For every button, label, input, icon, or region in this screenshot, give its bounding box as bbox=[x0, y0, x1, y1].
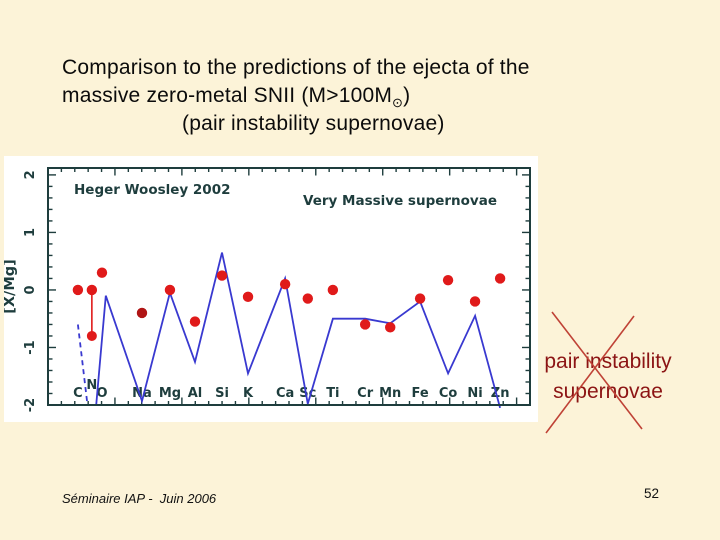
element-label: Mg bbox=[159, 386, 181, 401]
data-point-dot bbox=[327, 284, 339, 296]
title-line-2: massive zero-metal SNII (M>100M⊙) bbox=[62, 84, 411, 111]
y-tick-label: 0 bbox=[23, 285, 38, 294]
slide-title: Comparison to the predictions of the eje… bbox=[62, 54, 622, 138]
y-tick-label: 2 bbox=[23, 170, 38, 179]
y-axis-label: [X/Mg] bbox=[4, 259, 18, 314]
element-label: Co bbox=[439, 386, 458, 401]
element-label: N bbox=[86, 378, 97, 393]
element-label: Cr bbox=[357, 386, 374, 401]
model-line bbox=[77, 324, 89, 406]
data-point-dot bbox=[359, 319, 371, 330]
element-label: Ni bbox=[467, 386, 482, 401]
data-point-dot bbox=[385, 322, 396, 333]
element-label: Al bbox=[188, 386, 203, 401]
element-label: Na bbox=[132, 386, 152, 401]
model-line bbox=[95, 252, 501, 409]
title-line-3: (pair instability supernovae) bbox=[182, 112, 445, 135]
data-point-dot bbox=[86, 284, 98, 296]
y-tick-label: -2 bbox=[23, 398, 38, 412]
chart-svg: 2 1 0 -1 -2 [X/Mg] Heger Woosley 2002 Very Mass… bbox=[4, 167, 531, 412]
data-point-dot bbox=[469, 296, 481, 307]
abundance-chart: 2 1 0 -1 -2 [X/Mg] Heger Woosley 2002 Very Mass… bbox=[4, 156, 538, 422]
y-tick-label: -1 bbox=[23, 340, 38, 354]
crossed-note-line-1: pair instability bbox=[544, 350, 672, 373]
sun-symbol: ⊙ bbox=[392, 95, 404, 111]
chart-annotation-right: Very Massive supernovae bbox=[303, 193, 497, 209]
cross-out-x-icon bbox=[545, 311, 643, 434]
data-point-dot bbox=[216, 270, 228, 281]
data-point-dot bbox=[72, 284, 84, 296]
data-point-dot bbox=[189, 316, 201, 327]
element-label: K bbox=[243, 386, 254, 401]
element-label: Si bbox=[215, 386, 229, 401]
data-point-dot bbox=[414, 293, 426, 304]
chart-annotation-left: Heger Woosley 2002 bbox=[74, 182, 230, 198]
y-tick-label: 1 bbox=[23, 228, 38, 237]
element-label: Mn bbox=[379, 386, 401, 401]
element-label: Fe bbox=[412, 386, 429, 401]
data-point-dot bbox=[242, 291, 254, 303]
plot-frame bbox=[47, 167, 531, 406]
page-number: 52 bbox=[644, 486, 660, 501]
element-label: Ca bbox=[276, 386, 294, 401]
data-point-dot bbox=[136, 307, 148, 319]
footer-text: Séminaire IAP - Juin 2006 bbox=[62, 491, 217, 506]
data-point-dot bbox=[164, 284, 176, 296]
element-label: C bbox=[73, 386, 83, 401]
data-point-dot bbox=[442, 274, 454, 286]
data-point-dot bbox=[302, 293, 313, 304]
element-label: O bbox=[96, 386, 107, 401]
data-point-dot bbox=[279, 278, 291, 290]
element-label: Ti bbox=[326, 386, 339, 401]
data-point-dot bbox=[96, 267, 108, 278]
element-label: Zn bbox=[491, 386, 510, 401]
error-bar-cap-dot bbox=[86, 330, 97, 341]
data-point-dot bbox=[494, 273, 506, 284]
title-line-1: Comparison to the predictions of the eje… bbox=[62, 56, 530, 79]
